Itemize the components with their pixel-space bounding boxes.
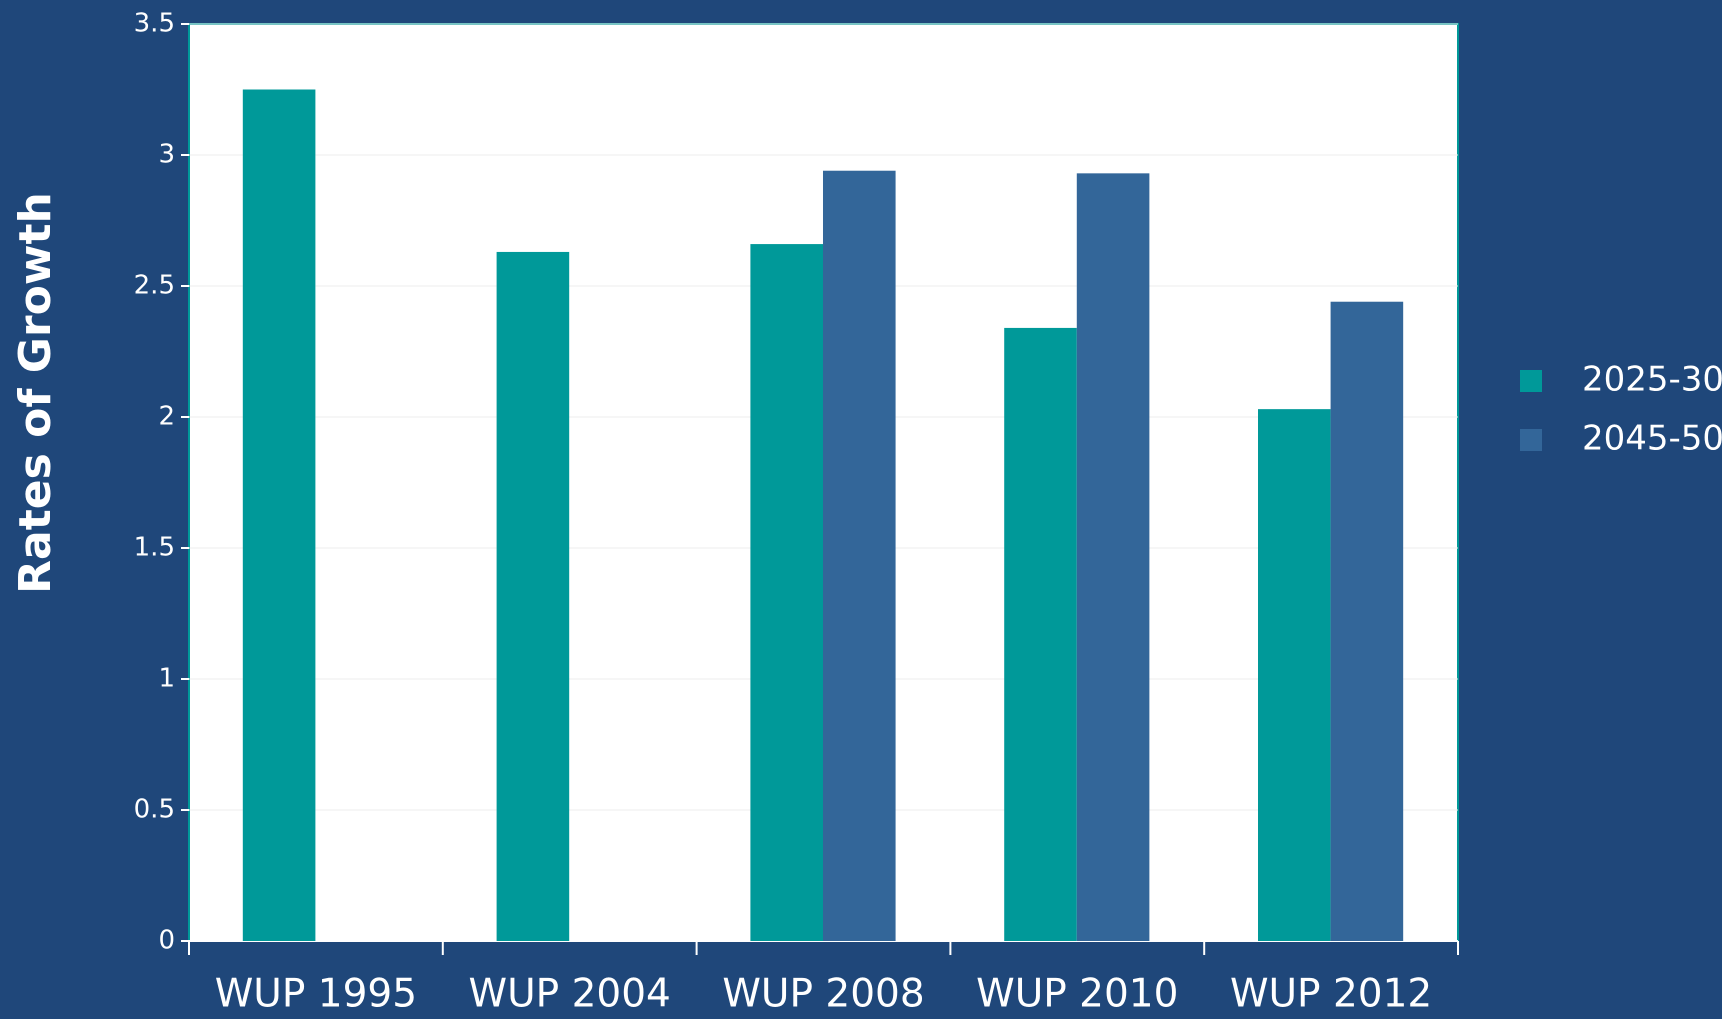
y-axis-label: Rates of Growth	[10, 192, 61, 594]
bar	[1076, 173, 1150, 942]
y-tick-label: 0	[158, 926, 175, 956]
legend-label: 2025-30	[1582, 360, 1722, 400]
bar	[750, 244, 823, 941]
bar	[822, 170, 896, 942]
y-tick-label: 3	[158, 140, 175, 170]
x-tick-label: WUP 1995	[215, 972, 417, 1017]
y-tick-label: 1.5	[134, 533, 175, 563]
y-tick-label: 2.5	[134, 271, 175, 301]
bar	[242, 89, 316, 941]
x-tick-label: WUP 2004	[469, 972, 671, 1017]
y-tick-label: 1	[158, 664, 175, 694]
x-tick-label: WUP 2008	[722, 972, 924, 1017]
y-tick-label: 3.5	[134, 9, 175, 39]
legend-swatch	[1520, 429, 1542, 451]
bar	[1330, 301, 1404, 942]
y-tick-label: 2	[158, 402, 175, 432]
x-tick-label: WUP 2012	[1230, 972, 1432, 1017]
x-tick-label: WUP 2010	[976, 972, 1178, 1017]
bar	[1004, 327, 1077, 941]
bar	[496, 251, 570, 941]
legend-label: 2045-50	[1582, 419, 1722, 459]
y-tick-label: 0.5	[134, 795, 175, 825]
legend-swatch	[1520, 370, 1542, 392]
bar	[1258, 409, 1331, 941]
